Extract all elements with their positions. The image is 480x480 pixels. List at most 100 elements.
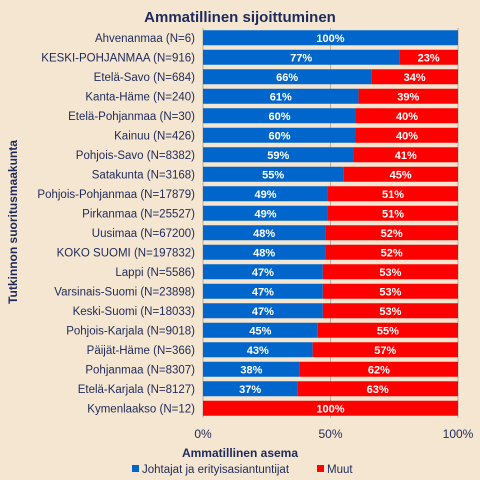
bar-segment-johtajat (203, 49, 400, 65)
bar-segment-muut (297, 381, 458, 397)
data-label: 34% (404, 72, 426, 84)
bar-segment-johtajat (203, 381, 298, 397)
category-label: Etelä-Pohjanmaa (N=30) (68, 111, 195, 123)
data-label: 59% (267, 150, 289, 162)
data-label: 41% (395, 150, 417, 162)
category-label: Ahvenanmaa (N=6) (95, 33, 195, 45)
data-label: 57% (374, 345, 396, 357)
data-label: 55% (262, 169, 284, 181)
data-label: 100% (316, 403, 344, 415)
bar-segment-muut (371, 69, 458, 85)
gridlines (202, 28, 459, 418)
category-label: Pohjois-Pohjanmaa (N=17879) (37, 189, 195, 201)
category-label: Pohjois-Savo (N=8382) (76, 150, 195, 162)
bar-segment-muut (343, 166, 458, 182)
data-label: 37% (239, 384, 261, 396)
y-axis-label: Tutkinnon suoritusmaakunta (6, 140, 20, 304)
data-label: 53% (379, 267, 401, 279)
bar-segment-johtajat (203, 69, 372, 85)
category-label: Uusimaa (N=67200) (92, 228, 195, 240)
category-label: KOKO SUOMI (N=197832) (57, 247, 196, 259)
bar-segment-muut (322, 283, 458, 299)
data-label: 47% (252, 286, 274, 298)
x-tick-label: 0% (194, 427, 212, 441)
data-label: 77% (290, 52, 312, 64)
bar-segment-johtajat (203, 88, 359, 104)
bar-segment-johtajat (203, 322, 318, 338)
chart-title: Ammatillinen sijoittuminen (144, 9, 336, 26)
category-label: Etelä-Savo (N=684) (94, 72, 195, 84)
category-label: Päijät-Häme (N=366) (87, 345, 196, 357)
data-label: 51% (382, 208, 404, 220)
bar-segment-muut (353, 147, 458, 163)
category-label: Lappi (N=5586) (115, 267, 195, 279)
category-label: Keski-Suomi (N=18033) (73, 306, 196, 318)
x-axis-label: Ammatillinen asema (182, 446, 298, 460)
data-label: 55% (377, 325, 399, 337)
data-label: 52% (381, 247, 403, 259)
bars: 100% 77% 23% 66% 34% 61% 39% 60% 40% 60% 40% 59% 41%… (203, 30, 458, 416)
data-label: 53% (379, 286, 401, 298)
bar-segment-johtajat (203, 303, 323, 319)
bar-segment-johtajat (203, 244, 326, 260)
x-tick-label: 100% (443, 427, 474, 441)
bar-segment-muut (325, 225, 458, 241)
bar-segment-johtajat (203, 147, 354, 163)
data-label: 47% (252, 306, 274, 318)
category-label: Etelä-Karjala (N=8127) (78, 384, 195, 396)
bar-segment-johtajat (203, 264, 323, 280)
category-label: Kainuu (N=426) (114, 130, 195, 142)
bar-segment-johtajat (203, 127, 356, 143)
data-label: 43% (247, 345, 269, 357)
bar-segment-muut (325, 244, 458, 260)
legend-swatch (132, 465, 139, 472)
data-label: 66% (276, 72, 298, 84)
bar-segment-muut (327, 186, 458, 202)
bar-segment-muut (356, 108, 458, 124)
bar-segment-johtajat (203, 342, 313, 358)
x-tick-label: 50% (318, 427, 342, 441)
bar-segment-johtajat (203, 361, 300, 377)
category-label: Pohjois-Karjala (N=9018) (66, 325, 195, 337)
data-label: 48% (253, 228, 275, 240)
data-label: 63% (367, 384, 389, 396)
data-label: 49% (254, 189, 276, 201)
bar-segment-johtajat (203, 166, 344, 182)
data-label: 47% (252, 267, 274, 279)
data-label: 39% (397, 91, 419, 103)
bar-segment-muut (327, 205, 458, 221)
category-label: Kymenlaakso (N=12) (87, 403, 195, 415)
data-label: 40% (396, 130, 418, 142)
category-label: KESKI-POHJANMAA (N=916) (41, 52, 195, 64)
data-label: 45% (249, 325, 271, 337)
data-label: 52% (381, 228, 403, 240)
bar-segment-muut (317, 322, 458, 338)
bar-segment-muut (358, 88, 458, 104)
bar-segment-muut (299, 361, 458, 377)
data-label: 23% (418, 52, 440, 64)
legend: Johtajat ja erityisasiantuntijat Muut (132, 464, 353, 476)
bar-segment-muut (203, 400, 458, 416)
legend-label: Johtajat ja erityisasiantuntijat (142, 464, 290, 476)
category-label: Satakunta (N=3168) (92, 169, 195, 181)
data-label: 60% (268, 111, 290, 123)
legend-swatch (317, 465, 324, 472)
bar-segment-johtajat (203, 283, 323, 299)
bar-segment-muut (399, 49, 458, 65)
bar-segment-muut (356, 127, 458, 143)
category-labels: Ahvenanmaa (N=6) KESKI-POHJANMAA (N=916) E… (37, 33, 195, 416)
bar-segment-johtajat (203, 186, 328, 202)
bar-segment-johtajat (203, 108, 356, 124)
data-label: 48% (253, 247, 275, 259)
data-label: 62% (368, 364, 390, 376)
data-label: 40% (396, 111, 418, 123)
category-label: Varsinais-Suomi (N=23898) (54, 286, 195, 298)
category-label: Pirkanmaa (N=25527) (82, 208, 195, 220)
data-label: 49% (254, 208, 276, 220)
data-label: 38% (240, 364, 262, 376)
bar-segment-johtajat (203, 225, 326, 241)
bar-segment-muut (322, 264, 458, 280)
bar-segment-johtajat (203, 205, 328, 221)
bar-segment-johtajat (203, 30, 458, 46)
